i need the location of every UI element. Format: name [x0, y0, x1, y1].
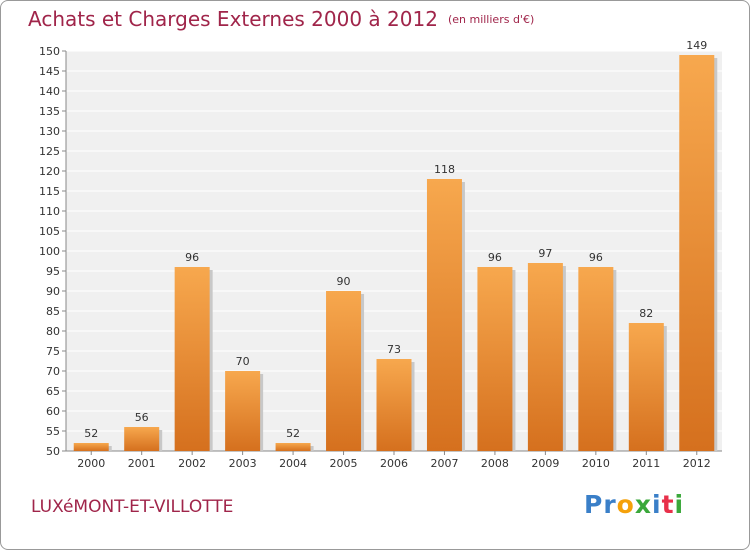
- y-tick-label: 145: [39, 65, 60, 78]
- y-tick-label: 105: [39, 225, 60, 238]
- bar: [679, 55, 715, 451]
- data-label: 52: [286, 427, 300, 440]
- y-tick-label: 120: [39, 165, 60, 178]
- bar: [477, 267, 513, 451]
- x-tick-label: 2010: [582, 457, 610, 470]
- x-tick-label: 2005: [330, 457, 358, 470]
- x-tick-label: 2003: [229, 457, 257, 470]
- x-tick-label: 2007: [430, 457, 458, 470]
- bar: [275, 443, 311, 451]
- data-label: 96: [185, 251, 199, 264]
- y-tick-label: 55: [46, 425, 60, 438]
- x-tick-label: 2001: [128, 457, 156, 470]
- x-tick-label: 2000: [77, 457, 105, 470]
- y-tick-label: 95: [46, 265, 60, 278]
- y-tick-label: 70: [46, 365, 60, 378]
- bar: [124, 427, 160, 451]
- y-tick-label: 150: [39, 45, 60, 58]
- bar: [174, 267, 210, 451]
- data-label: 82: [639, 307, 653, 320]
- x-tick-label: 2011: [632, 457, 660, 470]
- data-label: 90: [337, 275, 351, 288]
- data-label: 118: [434, 163, 455, 176]
- chart-unit: (en milliers d'€): [447, 13, 535, 26]
- chart-title: Achats et Charges Externes 2000 à 2012 (e…: [28, 7, 534, 31]
- y-tick-label: 50: [46, 445, 60, 458]
- bar: [73, 443, 109, 451]
- data-label: 70: [236, 355, 250, 368]
- logo-letter: P: [584, 490, 604, 519]
- bar: [426, 179, 462, 451]
- data-label: 96: [488, 251, 502, 264]
- y-tick-label: 140: [39, 85, 60, 98]
- y-tick-label: 80: [46, 325, 60, 338]
- logo-letter: i: [652, 490, 662, 519]
- logo-letter: r: [603, 490, 617, 519]
- logo-letter: x: [634, 490, 652, 519]
- logo-letter: t: [661, 490, 675, 519]
- bar: [225, 371, 261, 451]
- x-tick-label: 2002: [178, 457, 206, 470]
- y-tick-label: 130: [39, 125, 60, 138]
- bar: [628, 323, 664, 451]
- logo-letter: o: [616, 490, 635, 519]
- y-tick-label: 85: [46, 305, 60, 318]
- data-label: 52: [84, 427, 98, 440]
- bar: [376, 359, 412, 451]
- logo-letter: i: [674, 490, 685, 519]
- y-tick-label: 65: [46, 385, 60, 398]
- x-tick-label: 2004: [279, 457, 307, 470]
- x-tick-label: 2009: [531, 457, 559, 470]
- chart-title-text: Achats et Charges Externes 2000 à 2012: [28, 7, 438, 31]
- y-tick-label: 100: [39, 245, 60, 258]
- x-tick-label: 2006: [380, 457, 408, 470]
- y-tick-label: 75: [46, 345, 60, 358]
- bar: [527, 263, 563, 451]
- x-tick-label: 2008: [481, 457, 509, 470]
- proxiti-logo: Proxiti: [584, 490, 684, 519]
- y-tick-label: 135: [39, 105, 60, 118]
- y-tick-label: 110: [39, 205, 60, 218]
- data-label: 96: [589, 251, 603, 264]
- y-tick-label: 60: [46, 405, 60, 418]
- y-tick-label: 115: [39, 185, 60, 198]
- data-label: 97: [538, 247, 552, 260]
- data-label: 149: [686, 39, 707, 52]
- bar: [578, 267, 614, 451]
- y-tick-label: 125: [39, 145, 60, 158]
- y-tick-label: 90: [46, 285, 60, 298]
- x-tick-label: 2012: [683, 457, 711, 470]
- place-name: LUXéMONT-ET-VILLOTTE: [31, 497, 234, 517]
- bar: [326, 291, 362, 451]
- data-label: 73: [387, 343, 401, 356]
- data-label: 56: [135, 411, 149, 424]
